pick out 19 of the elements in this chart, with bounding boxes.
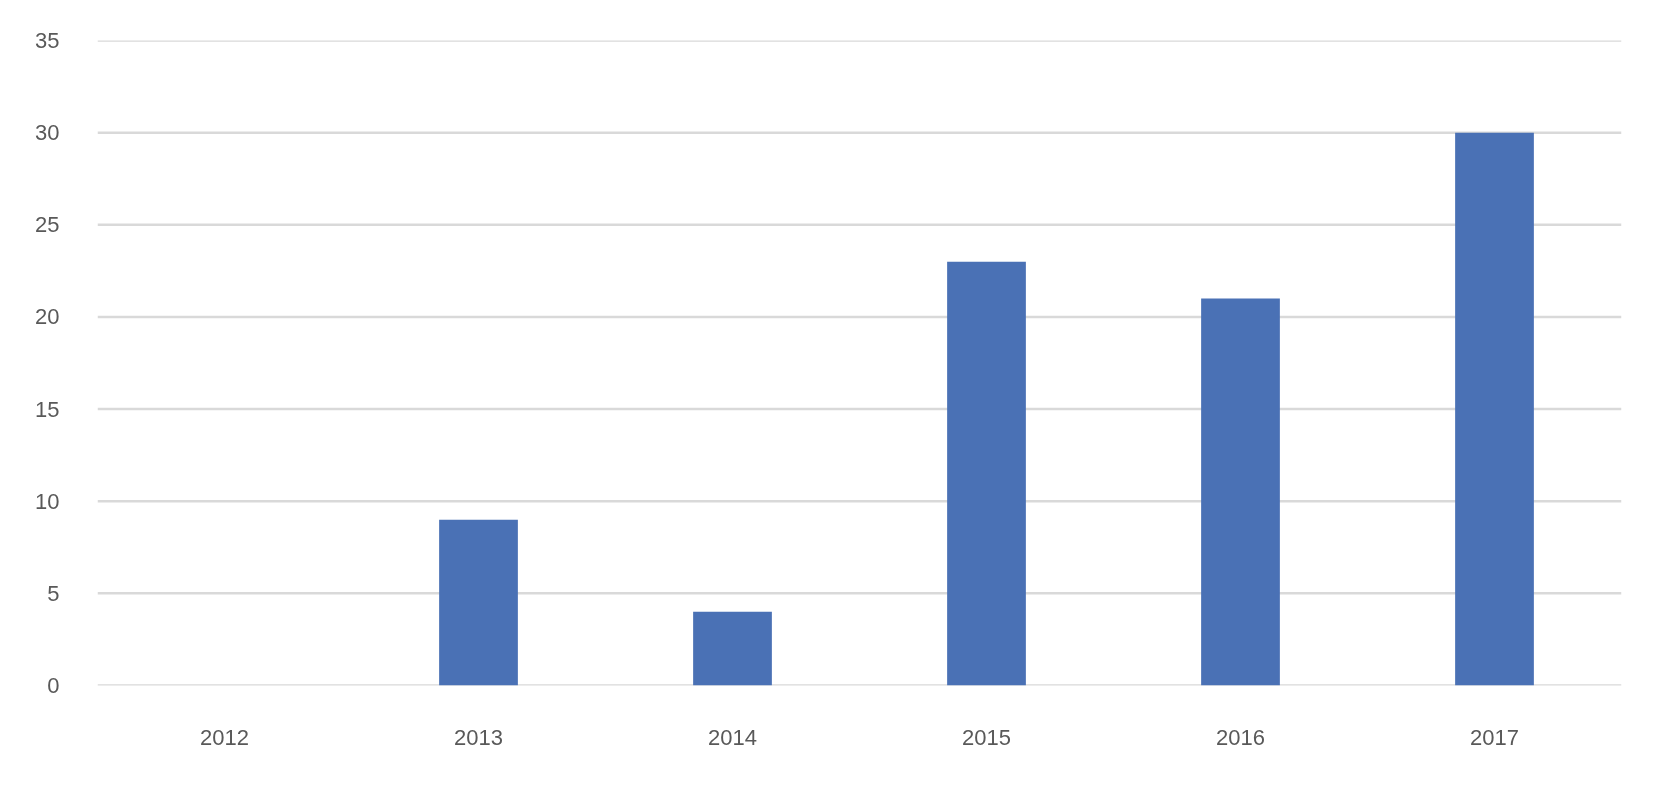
x-tick-label: 2013 bbox=[454, 724, 503, 750]
y-tick-label: 10 bbox=[35, 488, 60, 514]
x-tick-label: 2014 bbox=[708, 724, 757, 750]
y-tick-label: 0 bbox=[47, 673, 60, 698]
bar bbox=[693, 611, 772, 686]
y-tick-label: 25 bbox=[35, 212, 60, 238]
x-tick-label: 2017 bbox=[1470, 724, 1519, 750]
y-tick-label: 30 bbox=[35, 120, 60, 146]
y-tick-label: 20 bbox=[35, 304, 60, 330]
y-tick-label: 35 bbox=[35, 28, 60, 53]
x-tick-label: 2016 bbox=[1216, 724, 1265, 750]
bar bbox=[947, 261, 1026, 686]
bar bbox=[439, 519, 518, 686]
x-tick-label: 2015 bbox=[962, 724, 1011, 750]
bar bbox=[1201, 298, 1280, 686]
y-tick-label: 15 bbox=[35, 396, 60, 422]
x-tick-label: 2012 bbox=[200, 724, 249, 750]
bar bbox=[1455, 132, 1534, 686]
y-tick-label: 5 bbox=[47, 580, 60, 606]
